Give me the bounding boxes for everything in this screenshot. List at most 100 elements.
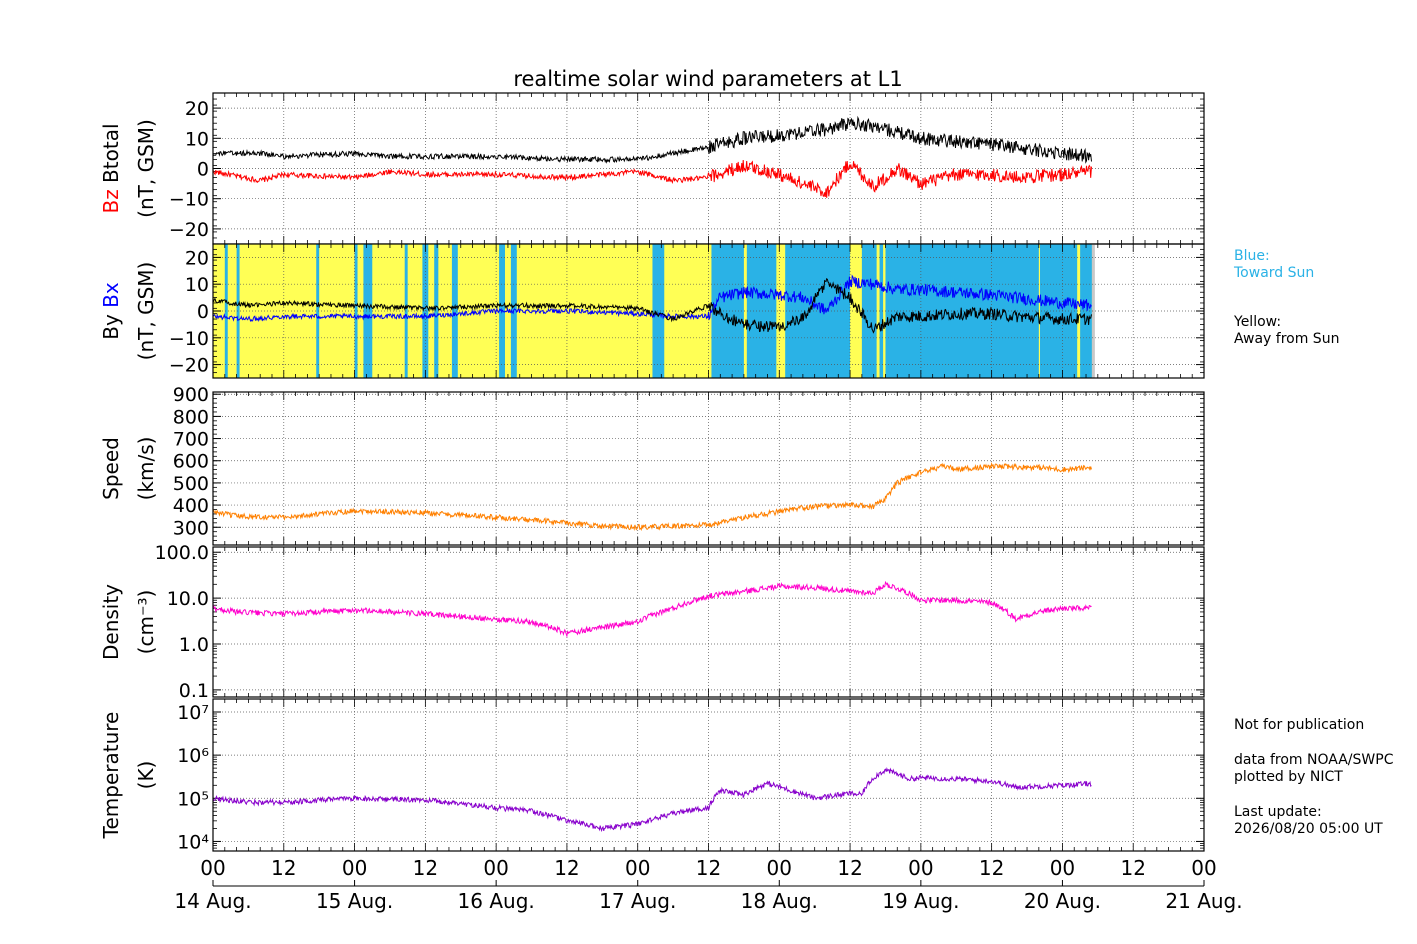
y-axis-unit: (K)	[134, 761, 158, 790]
toward-sun-span	[1040, 244, 1078, 378]
series-bx	[212, 274, 1092, 323]
y-tick-label: 700	[173, 429, 209, 451]
y-tick-label: 1.0	[179, 634, 209, 656]
y-tick-label: 0.1	[179, 680, 209, 702]
hour-tick-label: 00	[342, 856, 367, 880]
panel-frame	[212, 698, 1205, 852]
y-tick-label: 20	[185, 247, 209, 269]
toward-sun-span	[236, 244, 240, 378]
toward-sun-span	[652, 244, 665, 378]
date-label: 20 Aug.	[1024, 889, 1101, 913]
toward-sun-span	[363, 244, 373, 378]
y-axis-label: Temperature	[99, 712, 123, 840]
y-tick-label: 100.0	[155, 542, 209, 564]
y-axis-label: Speed	[99, 437, 123, 500]
y-axis-label-part: Density	[99, 584, 123, 660]
y-axis-label-part: By	[99, 314, 123, 340]
series-density	[212, 580, 1092, 638]
date-label: 15 Aug.	[316, 889, 393, 913]
panel-frame	[212, 546, 1205, 698]
y-tick-label: 500	[173, 473, 209, 495]
toward-sun-span	[224, 244, 228, 378]
legend-yellow-label: Yellow: Away from Sun	[1234, 314, 1339, 348]
date-label: 18 Aug.	[741, 889, 818, 913]
y-tick-label: 10⁷	[177, 702, 209, 724]
series-speed	[212, 461, 1092, 531]
y-axis-label-part: Bz	[99, 189, 123, 213]
hour-tick-label: 00	[767, 856, 792, 880]
y-tick-label: 900	[173, 384, 209, 406]
y-axis-label: Bz Btotal	[99, 123, 123, 213]
y-axis-label-part: Speed	[99, 437, 123, 500]
legend-yellow-title: Yellow:	[1234, 314, 1282, 330]
y-tick-label: 10.0	[167, 588, 209, 610]
panel-temperature: 10⁴ 10⁵ 10⁶ 10⁷ Temperature (K)	[99, 698, 1205, 853]
series-btotal	[212, 115, 1092, 164]
hour-tick-label: 12	[554, 856, 579, 880]
update-note: Last update: 2026/08/20 05:00 UT	[1234, 804, 1383, 838]
y-axis-label-part: Temperature	[99, 712, 123, 840]
y-tick-label: 800	[173, 406, 209, 428]
hour-tick-label: 12	[696, 856, 721, 880]
toward-sun-span	[434, 244, 439, 378]
panel-frame	[212, 391, 1205, 546]
date-label: 14 Aug.	[174, 889, 251, 913]
y-axis-label: Density	[99, 584, 123, 660]
no-data-span	[1091, 244, 1095, 378]
y-tick-label: 10⁴	[177, 831, 209, 853]
y-tick-label: 0	[197, 159, 209, 181]
toward-sun-span	[885, 244, 1039, 378]
legend-blue-title: Blue:	[1234, 248, 1270, 264]
toward-sun-span	[451, 244, 458, 378]
series-bz	[212, 159, 1092, 198]
y-axis-label-part: Bx	[99, 282, 123, 314]
last-update-value: 2026/08/20 05:00 UT	[1234, 821, 1383, 837]
not-for-publication: Not for publication	[1234, 717, 1365, 733]
y-tick-label: 10	[185, 128, 209, 150]
y-tick-label: −20	[169, 355, 209, 377]
y-tick-label: 20	[185, 98, 209, 120]
y-tick-label: −10	[169, 328, 209, 350]
data-source: data from NOAA/SWPC	[1234, 752, 1394, 768]
toward-sun-span	[316, 244, 320, 378]
y-tick-label: 300	[173, 517, 209, 539]
series-temperature	[212, 767, 1092, 833]
toward-sun-span	[861, 244, 877, 378]
date-label: 16 Aug.	[458, 889, 535, 913]
hour-tick-label: 00	[200, 856, 225, 880]
y-tick-label: 600	[173, 451, 209, 473]
last-update-label: Last update:	[1234, 804, 1322, 820]
y-axis-label: By Bx	[99, 282, 123, 340]
panel-frame	[212, 243, 1205, 379]
y-axis-unit: (km/s)	[134, 437, 158, 501]
legend-blue-label: Blue: Toward Sun	[1234, 248, 1314, 282]
hour-tick-label: 00	[1050, 856, 1075, 880]
date-label: 17 Aug.	[599, 889, 676, 913]
date-label: 21 Aug.	[1165, 889, 1242, 913]
toward-sun-span	[879, 244, 884, 378]
plotted-by: plotted by NICT	[1234, 769, 1343, 785]
y-tick-label: 10⁵	[177, 788, 209, 810]
panel-density: 0.1 1.0 10.0 100.0 Density (cm⁻³)	[99, 542, 1205, 702]
hour-tick-label: 12	[413, 856, 438, 880]
legend-yellow-text: Away from Sun	[1234, 331, 1340, 347]
hour-tick-label: 12	[837, 856, 862, 880]
legend-blue-text: Toward Sun	[1234, 265, 1315, 281]
y-tick-label: −20	[169, 219, 209, 241]
y-axis-unit: (nT, GSM)	[134, 262, 158, 361]
y-tick-label: 10⁶	[177, 745, 209, 767]
panel-bfield: −20 −10 0 10 20 Bz Btotal (nT, GSM)	[99, 92, 1205, 245]
plot-panels: −20 −10 0 10 20 Bz Btotal (nT, GSM) −20 −10 0 10 20…	[99, 92, 1243, 913]
hour-tick-label: 12	[271, 856, 296, 880]
hour-tick-label: 00	[1191, 856, 1216, 880]
hour-tick-label: 00	[483, 856, 508, 880]
hour-tick-label: 12	[1120, 856, 1145, 880]
y-axis-unit: (nT, GSM)	[134, 119, 158, 218]
hour-tick-label: 00	[908, 856, 933, 880]
y-tick-label: 10	[185, 274, 209, 296]
y-tick-label: 400	[173, 495, 209, 517]
hour-tick-label: 12	[979, 856, 1004, 880]
hour-tick-label: 00	[625, 856, 650, 880]
